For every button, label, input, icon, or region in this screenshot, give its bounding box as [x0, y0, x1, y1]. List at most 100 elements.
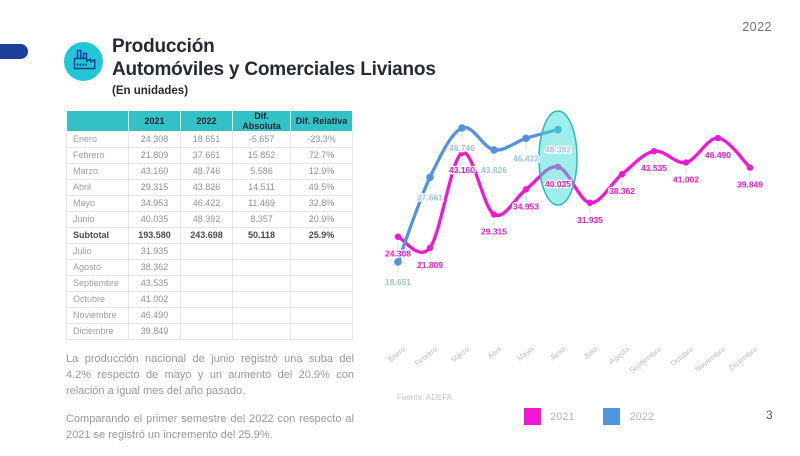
data-label-2021: 24.308 — [385, 249, 411, 259]
table-row: Abril 29.315 43.826 14.511 49.5% — [66, 179, 353, 196]
table-cell: 34.953 — [128, 195, 181, 212]
series-2021-point — [458, 149, 466, 157]
table-cell: 14.511 — [232, 179, 291, 196]
series-2021-point — [426, 244, 434, 252]
table-cell — [232, 275, 291, 292]
note-paragraph-2: Comparando el primer semestre del 2022 c… — [66, 412, 354, 441]
accent-pill — [0, 44, 28, 59]
month-label: Junio — [548, 344, 568, 362]
table-row: Marzo 43.160 48.746 5.586 12.9% — [66, 163, 353, 180]
month-label: Abril — [486, 344, 504, 361]
row-label: Marzo — [66, 163, 129, 180]
table-cell: -5.657 — [232, 131, 291, 148]
table-header-cell: 2021 — [128, 110, 181, 132]
month-label: Septiembre — [627, 344, 663, 375]
chart-canvas: 24.308 21.809 43.160 29.315 34.953 40.035 31.9… — [384, 110, 765, 375]
legend-label-2021: 2021 — [550, 410, 575, 423]
table-row: Enero 24.308 18.651 -5.657 -23.3% — [66, 131, 353, 148]
table-cell — [290, 307, 353, 324]
table-cell — [232, 243, 291, 260]
title-block: Producción Automóviles y Comerciales Liv… — [112, 35, 532, 97]
table-cell: 39.849 — [128, 323, 181, 340]
page-subtitle: (En unidades) — [112, 85, 189, 97]
series-2021-point — [682, 159, 690, 166]
legend-swatch-2021 — [524, 408, 541, 425]
table-cell: 20.9% — [290, 211, 353, 228]
series-2022-point — [394, 258, 402, 266]
row-label: Noviembre — [66, 307, 129, 324]
table-header-row: 2021 2022 Dif. Absoluta Dif. Relativa — [66, 110, 353, 132]
month-label: Mayo — [515, 344, 535, 362]
table-cell: 43.826 — [180, 179, 233, 196]
table-cell — [180, 275, 233, 292]
table-cell: 21.809 — [128, 147, 181, 164]
legend-swatch-2022 — [603, 408, 621, 425]
page-title-line2: Automóviles y Comerciales Livianos — [112, 59, 436, 80]
table-cell — [232, 323, 291, 340]
data-label-2021: 43.535 — [641, 163, 667, 173]
data-label-2022: 37.661 — [417, 192, 443, 202]
table-row: Julio 31.935 — [66, 243, 353, 260]
row-label: Agosto — [66, 259, 129, 276]
legend-item-2022: 2022 — [603, 408, 654, 425]
series-2022-point — [490, 146, 498, 154]
month-label: Diciembre — [727, 344, 759, 372]
data-label-2021: 34.953 — [513, 201, 539, 211]
data-label-2022: 43.826 — [481, 165, 507, 175]
month-label: Noviembre — [693, 344, 727, 373]
series-2021-point — [746, 164, 754, 171]
row-label: Subtotal — [66, 227, 129, 244]
series-2021-point — [394, 233, 402, 240]
page-number: 3 — [766, 408, 773, 422]
month-label: Julio — [582, 344, 600, 361]
table-row: Septiembre 43.535 — [66, 275, 353, 292]
table-cell: 37.661 — [180, 147, 233, 164]
production-table: 2021 2022 Dif. Absoluta Dif. Relativa Enero… — [66, 110, 353, 340]
row-label: Septiembre — [66, 275, 129, 292]
row-label: Junio — [66, 211, 129, 228]
table-row: Diciembre 39.849 — [66, 323, 353, 340]
table-cell: 32.8% — [290, 195, 353, 212]
row-label: Julio — [66, 243, 129, 260]
data-label-2021: 43.160 — [449, 165, 475, 175]
series-2022-point — [522, 134, 530, 143]
data-label-2021: 38.362 — [609, 186, 635, 196]
table-cell: 193.580 — [128, 227, 181, 244]
table-cell — [290, 259, 353, 276]
data-label-2021: 46.490 — [705, 150, 731, 160]
table-cell: 46.422 — [180, 195, 233, 212]
table-cell — [232, 259, 291, 276]
notes-block: La producción nacional de junio registró… — [66, 352, 354, 456]
table-cell: 38.362 — [128, 259, 181, 276]
legend-label-2022: 2022 — [629, 410, 654, 423]
table-row: Agosto 38.362 — [66, 259, 353, 276]
source-caption: Fuente: ADEFA — [397, 393, 453, 402]
table-row: Mayo 34.953 46.422 11.469 32.8% — [66, 195, 353, 212]
table-cell — [290, 275, 353, 292]
table-header-cell: Dif. Relativa — [290, 110, 353, 132]
series-2022-point — [426, 173, 434, 182]
table-cell — [232, 291, 291, 308]
series-2021-point — [490, 211, 498, 218]
month-label: Octubre — [669, 344, 696, 368]
data-label-2021: 31.935 — [577, 215, 603, 225]
data-label-2021: 41.002 — [673, 174, 699, 184]
table-row: Junio 40.035 48.392 8.357 20.9% — [66, 211, 353, 228]
table-cell: 25.9% — [290, 227, 353, 244]
table-row: Febrero 21.809 37.661 15.852 72.7% — [66, 147, 353, 164]
data-label-2021: 39.849 — [737, 180, 763, 190]
note-paragraph-1: La producción nacional de junio registró… — [66, 353, 354, 397]
table-cell: 31.935 — [128, 243, 181, 260]
table-row: Octubre 41.002 — [66, 291, 353, 308]
row-label: Enero — [66, 131, 129, 148]
table-cell: 43.160 — [128, 163, 181, 180]
table-cell: 8.357 — [232, 211, 291, 228]
factory-icon — [64, 42, 103, 81]
row-label: Mayo — [66, 195, 129, 212]
factory-icon-glyph — [73, 49, 96, 70]
month-label: Marzo — [449, 344, 471, 364]
data-label-2021: 21.809 — [417, 260, 443, 270]
row-label: Abril — [66, 179, 129, 196]
table-cell — [180, 259, 233, 276]
chart-legend: 2021 2022 — [524, 408, 654, 425]
